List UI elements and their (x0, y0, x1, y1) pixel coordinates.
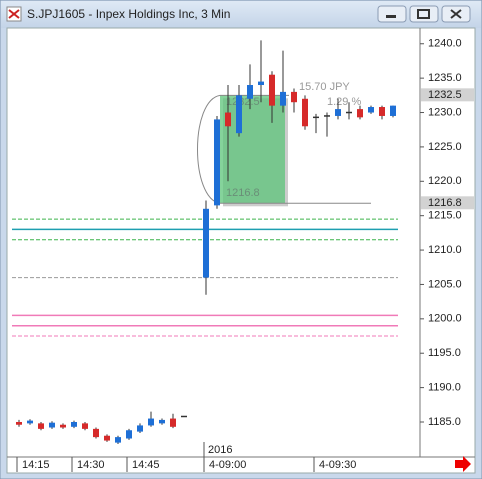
candle-body (302, 98, 308, 127)
measure-change: 15.70 JPY (299, 81, 350, 93)
x-tick-label: 14:15 (22, 459, 50, 471)
candle-body (291, 91, 297, 103)
candle-body (379, 107, 385, 116)
candle-body (203, 208, 209, 278)
measure-arc (197, 94, 221, 204)
app-icon (6, 6, 22, 22)
candle-body (225, 112, 231, 127)
y-tick-label: 1240.0 (428, 38, 462, 50)
price-tag (421, 88, 474, 102)
candle-body (159, 419, 165, 424)
candle-body (115, 437, 121, 443)
measure-percent: 1.29 % (327, 96, 361, 108)
y-tick-label: 1215.0 (428, 210, 462, 222)
price-tag-label: 1232.5 (428, 89, 462, 101)
candle-body (71, 421, 77, 427)
candle-body (390, 105, 396, 116)
candle-body (280, 91, 286, 106)
y-tick-label: 1235.0 (428, 72, 462, 84)
y-tick-label: 1200.0 (428, 313, 462, 325)
candle-body (247, 85, 253, 99)
x-tick-label: 14:30 (77, 459, 105, 471)
candle-body (258, 81, 264, 86)
candle-body (368, 107, 374, 113)
candle-body (82, 423, 88, 429)
scroll-arrow[interactable] (455, 456, 471, 472)
price-tag (421, 196, 474, 210)
x-tick-label: 4-09:30 (319, 459, 356, 471)
candle-body (104, 435, 110, 441)
candle-body (236, 95, 242, 134)
y-tick-label: 1185.0 (428, 416, 461, 428)
candle-body (357, 109, 363, 118)
window-title: S.JPJ1605 - Inpex Holdings Inc, 3 Min (27, 7, 230, 21)
y-tick-label: 1205.0 (428, 278, 462, 290)
close-button[interactable] (441, 5, 471, 23)
y-tick-label: 1225.0 (428, 141, 462, 153)
candle-body (148, 418, 154, 426)
chart-area (6, 27, 476, 474)
measure-start-label: 1232.5 (226, 96, 260, 108)
y-tick-label: 1220.0 (428, 175, 462, 187)
candle-body (269, 74, 275, 106)
price-tag-label: 1216.8 (428, 197, 462, 209)
y-tick-label: 1195.0 (428, 347, 461, 359)
candle-body (126, 430, 132, 439)
candle-body (16, 421, 22, 425)
candle-body (170, 418, 176, 427)
year-label: 2016 (208, 444, 232, 456)
minimize-button[interactable] (377, 5, 407, 23)
y-tick-label: 1230.0 (428, 106, 462, 118)
y-tick-label: 1190.0 (428, 382, 461, 394)
x-tick-label: 4-09:00 (209, 459, 246, 471)
candle-body (137, 425, 143, 432)
candle-body (60, 424, 66, 428)
candle-body (214, 119, 220, 206)
y-tick-label: 1210.0 (428, 244, 462, 256)
candle-body (335, 109, 341, 116)
candle-body (27, 420, 33, 424)
candle-body (93, 428, 99, 438)
measure-end-label: 1216.8 (226, 187, 260, 199)
maximize-button[interactable] (409, 5, 439, 23)
candle-body (38, 423, 44, 429)
x-tick-label: 14:45 (132, 459, 160, 471)
candle-body (49, 422, 55, 428)
